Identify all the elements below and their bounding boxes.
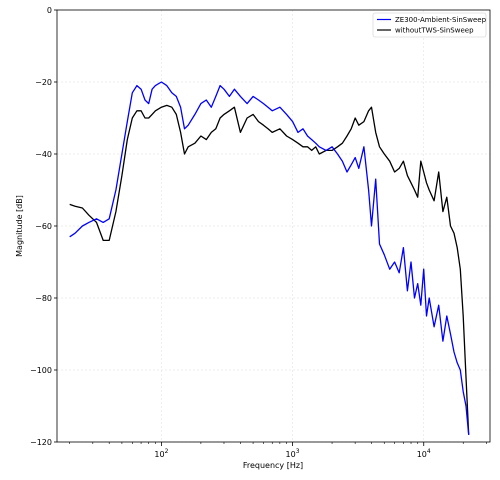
- y-tick-label: −120: [30, 438, 52, 447]
- legend: ZE300-Ambient-SinSweep withoutTWS-SinSwe…: [372, 12, 487, 38]
- series-line-without-tws: [69, 104, 470, 435]
- series-lines: [69, 81, 470, 435]
- legend-label-without-tws: withoutTWS-SinSweep: [395, 27, 474, 35]
- y-tick-label: −100: [30, 366, 52, 375]
- y-tick-label: −80: [35, 294, 52, 303]
- y-tick-label: −20: [35, 78, 52, 87]
- y-tick-label: −40: [35, 150, 52, 159]
- y-tick-label: 0: [47, 6, 52, 15]
- legend-label-ze300: ZE300-Ambient-SinSweep: [395, 16, 487, 24]
- y-tick-label: −60: [35, 222, 52, 231]
- x-tick-label: 102: [154, 448, 168, 459]
- legend-box: [372, 12, 487, 38]
- x-axis-label: Frequency [Hz]: [243, 461, 303, 470]
- y-axis-label: Magnitude [dB]: [15, 195, 24, 257]
- x-tick-label: 103: [286, 448, 300, 459]
- series-line-ze300: [69, 81, 470, 435]
- x-tick-label: 104: [417, 448, 431, 459]
- axis-ticks: 0 −20 −40 −60 −80 −100 −120 102 103 104: [30, 6, 487, 459]
